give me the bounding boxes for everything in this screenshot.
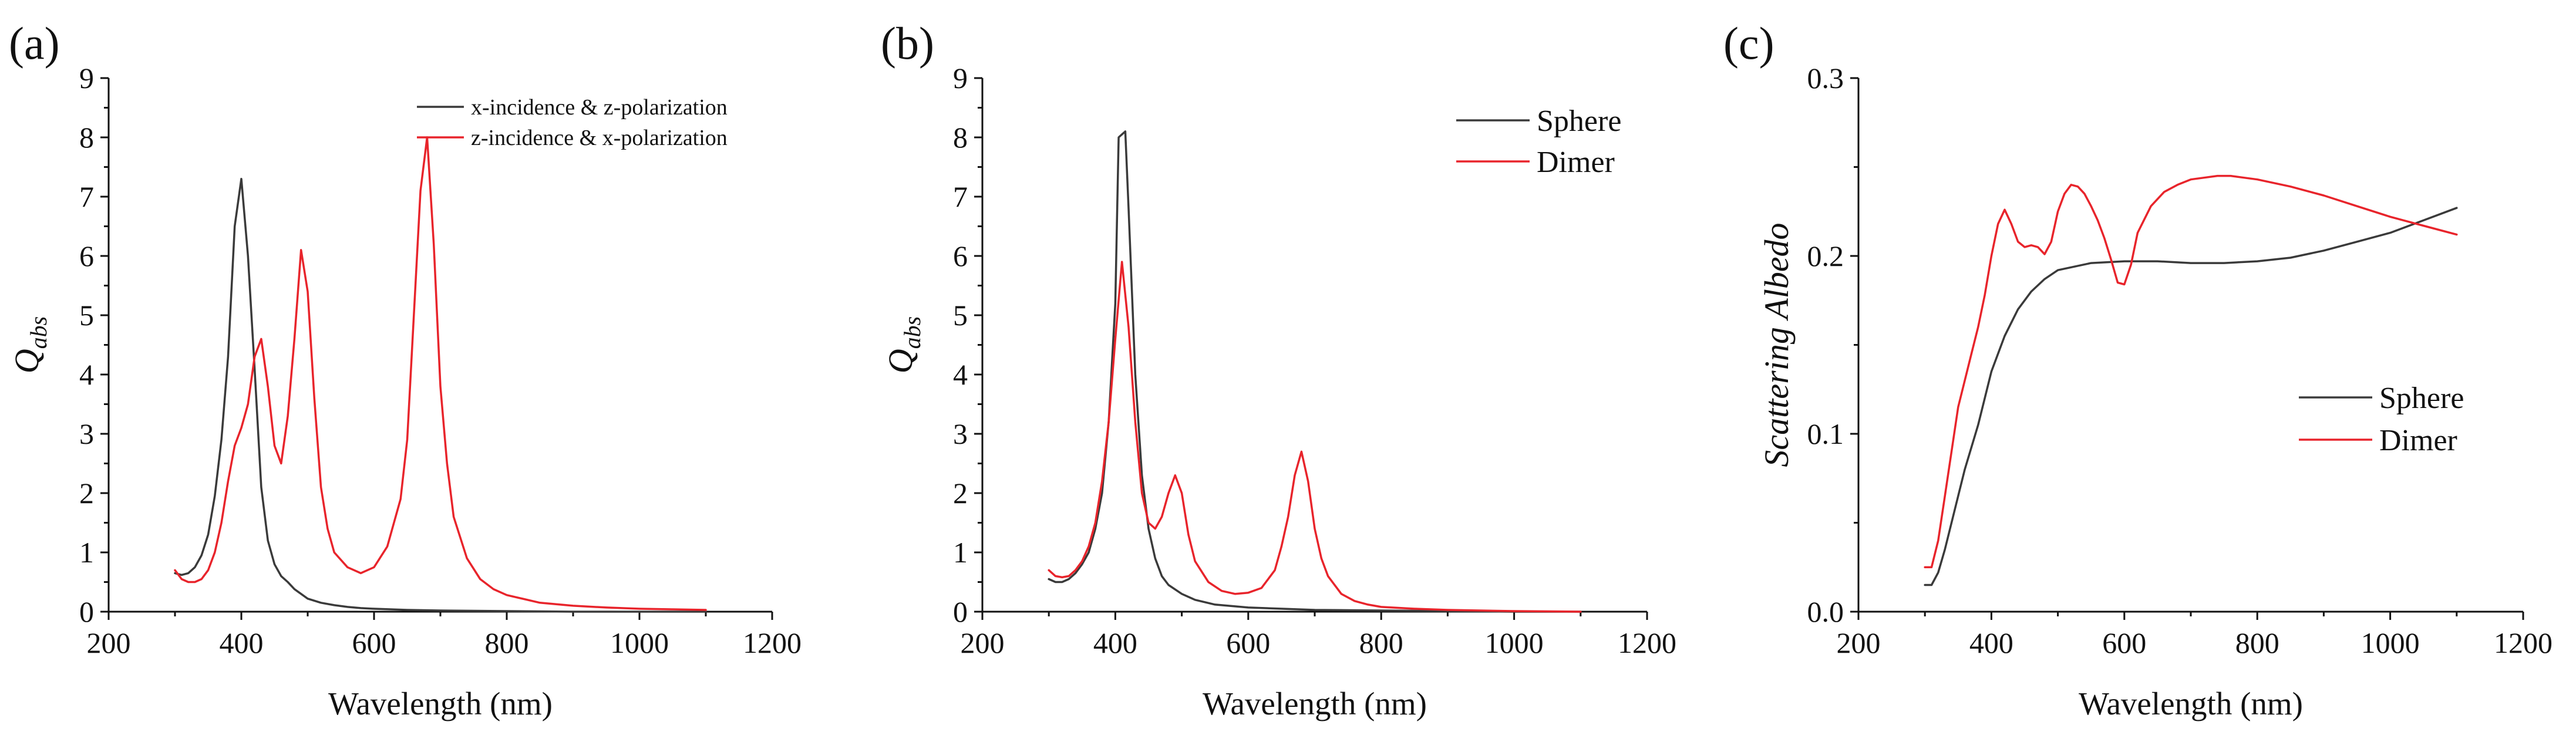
series-line-dimer [1924,174,2458,569]
x-tick-label: 1000 [1485,626,1544,659]
panel-a: (a) 200 400 600 800 1000 1200 0 1 2 3 4 5 6 7 8 9 Wavelen… [8,18,802,721]
y-tick-label: 5 [79,299,94,332]
panel-label: (a) [9,18,60,69]
y-axis-title-sub: abs [25,316,52,349]
y-tick-label: 2 [79,477,94,510]
y-tick-label: 4 [953,358,968,391]
y-tick-label: 0 [953,595,968,628]
x-axis-title: Wavelength (nm) [1203,686,1427,721]
y-axis-title-main: Q [8,349,46,373]
legend-label: Sphere [1537,104,1621,138]
x-tick-label: 200 [961,626,1005,659]
x-tick-label: 1000 [610,626,669,659]
legend-label: Dimer [1537,146,1615,179]
y-tick-label: 7 [953,180,968,213]
y-axis-title: Qabs [881,316,925,373]
y-axis-title-main: Scattering Albedo [1757,222,1796,467]
y-tick-label: 0.2 [1807,240,1844,272]
y-tick-label: 4 [79,358,94,391]
x-axis-title: Wavelength (nm) [328,686,553,721]
y-tick-label: 8 [79,121,94,154]
y-tick-label: 0.3 [1807,62,1844,95]
legend-label: z-incidence & x-polarization [471,126,728,150]
y-tick-label: 9 [79,62,94,95]
x-tick-label: 1200 [1618,626,1676,659]
series-line-dimer [1048,261,1582,613]
y-tick-label: 0.1 [1807,417,1844,450]
x-tick-label: 800 [485,626,529,659]
y-tick-label: 2 [953,477,968,510]
y-tick-label: 5 [953,299,968,332]
x-tick-label: 200 [87,626,131,659]
legend: x-incidence & z-polarization z-incidence … [417,95,728,150]
y-tick-label: 6 [79,240,94,272]
y-tick-label: 0.0 [1807,595,1844,628]
x-tick-label: 200 [1837,626,1881,659]
panel-label: (b) [881,18,934,69]
series-line-x-incidence-z-polarization [174,177,707,613]
panel-c: (c) 200 400 600 800 1000 1200 0.0 0.1 0.2 0.3 Wavel… [1723,18,2553,721]
x-tick-label: 1200 [2494,626,2553,659]
x-axis-title: Wavelength (nm) [2079,686,2303,721]
panel-label: (c) [1723,18,1774,69]
y-tick-label: 3 [79,417,94,450]
x-tick-label: 600 [352,626,396,659]
y-tick-label: 0 [79,595,94,628]
legend-label: Sphere [2379,382,2464,415]
y-tick-label: 8 [953,121,968,154]
y-axis-title-main: Q [881,349,920,373]
series-line-sphere [1924,207,2458,586]
y-tick-label: 7 [79,180,94,213]
y-axis-title: Scattering Albedo [1757,222,1796,467]
x-tick-label: 1000 [2361,626,2420,659]
x-tick-label: 400 [1969,626,2013,659]
x-tick-label: 400 [220,626,264,659]
legend: Sphere Dimer [2299,382,2464,457]
legend-label: x-incidence & z-polarization [471,95,728,120]
y-tick-label: 9 [953,62,968,95]
legend-label: Dimer [2379,424,2457,457]
series-line-sphere [1048,130,1582,613]
y-tick-label: 6 [953,240,968,272]
x-tick-label: 400 [1093,626,1137,659]
y-axis-title-sub: abs [899,316,925,349]
x-tick-label: 600 [1226,626,1270,659]
y-axis-title: Qabs [8,316,52,373]
y-tick-label: 1 [953,536,968,569]
y-tick-label: 3 [953,417,968,450]
panel-b: (b) 200 400 600 800 1000 1200 0 1 2 3 4 5 6 7 8 9 Wavelen… [881,18,1676,721]
y-tick-label: 1 [79,536,94,569]
x-tick-label: 600 [2102,626,2146,659]
x-tick-label: 1200 [743,626,802,659]
x-tick-label: 800 [2235,626,2279,659]
legend: Sphere Dimer [1456,104,1621,179]
series-line-z-incidence-x-polarization [174,136,707,611]
x-tick-label: 800 [1359,626,1403,659]
